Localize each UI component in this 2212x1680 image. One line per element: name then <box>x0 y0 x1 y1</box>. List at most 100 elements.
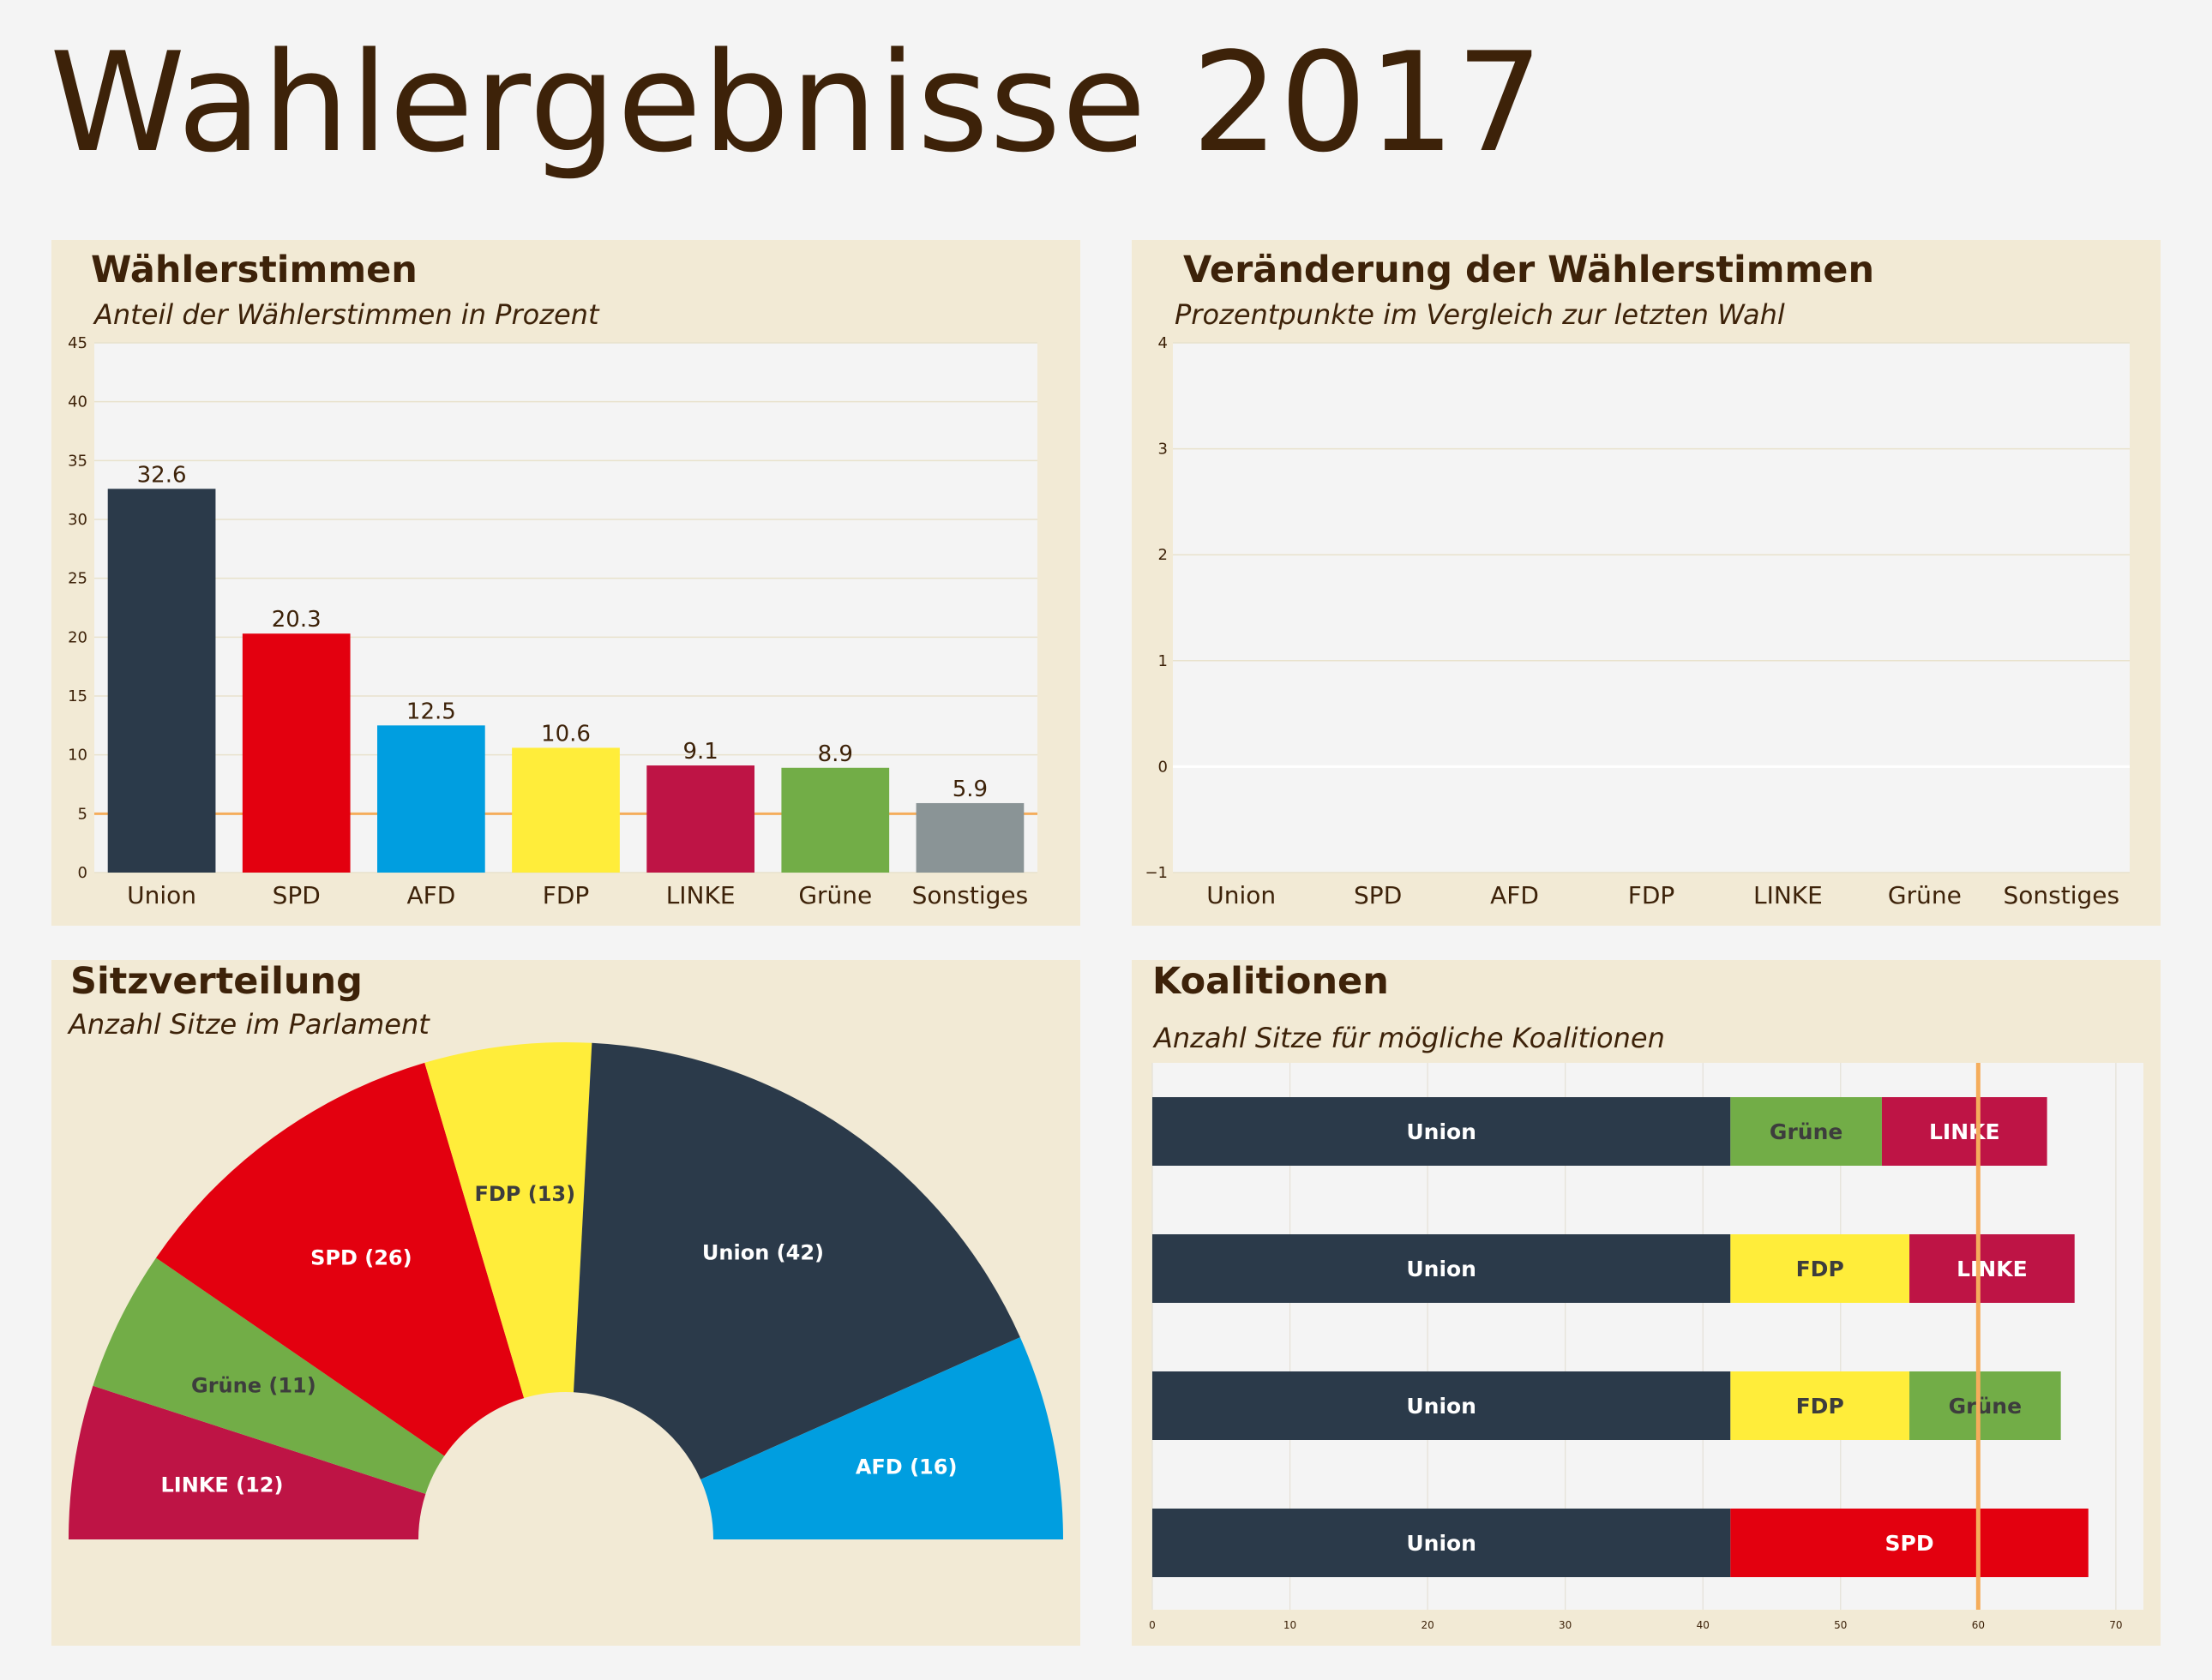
bar-spd <box>242 633 351 873</box>
bar-segment-linke <box>1909 1234 2075 1303</box>
segment-label: Grüne <box>1949 1394 2022 1419</box>
segment-label: Union <box>1406 1257 1476 1281</box>
x-tick-label: FDP <box>543 881 590 909</box>
y-tick-label: 0 <box>1158 758 1168 776</box>
y-tick-label: 10 <box>68 747 87 765</box>
slice-label: LINKE (12) <box>160 1473 283 1497</box>
bar-segment-union <box>1152 1371 1731 1440</box>
x-tick-label: FDP <box>1628 881 1675 909</box>
x-tick-label: Union <box>1206 881 1276 909</box>
change-panel: Veränderung der Wählerstimmen Prozentpun… <box>1132 240 2161 926</box>
y-tick-label: 40 <box>68 393 87 411</box>
slice-label: SPD (26) <box>310 1246 412 1270</box>
y-tick-label: 3 <box>1158 441 1168 459</box>
x-tick-label: 50 <box>1834 1619 1847 1631</box>
x-tick-label: 40 <box>1697 1619 1710 1631</box>
slice-label: Union (42) <box>702 1240 824 1264</box>
value-label: 32.6 <box>137 462 187 488</box>
segment-label: SPD <box>1885 1531 1934 1556</box>
y-tick-label: 4 <box>1158 334 1168 352</box>
seats-title: Sitzverteilung <box>70 960 363 1003</box>
segment-label: Union <box>1406 1394 1476 1419</box>
x-tick-label: SPD <box>1354 881 1402 909</box>
page-title: Wahlergebnisse 2017 <box>50 22 1544 183</box>
bar-segment-union <box>1152 1097 1731 1166</box>
y-tick-label: 15 <box>68 687 87 705</box>
x-tick-label: 20 <box>1421 1619 1434 1631</box>
votes-title: Wählerstimmen <box>91 249 418 291</box>
bar-segment-linke <box>1881 1097 2047 1166</box>
value-label: 9.1 <box>682 739 718 765</box>
slice-gruene <box>93 1257 445 1494</box>
x-tick-label: 30 <box>1559 1619 1572 1631</box>
slice-label: Grüne (11) <box>191 1373 316 1397</box>
coalitions-chart: 0 10 20 30 40 50 60 70 Union Grüne LINKE Union FDP LI… <box>1149 1063 2143 1631</box>
x-tick-label: 10 <box>1283 1619 1296 1631</box>
y-tick-label: 35 <box>68 452 87 470</box>
y-tick-label: 1 <box>1158 652 1168 670</box>
votes-panel: Wählerstimmen Anteil der Wählerstimmen i… <box>51 240 1080 926</box>
slice-union <box>574 1042 1020 1480</box>
bar-segment-union <box>1152 1509 1731 1577</box>
value-label: 8.9 <box>818 741 853 767</box>
bar-linke <box>646 765 754 873</box>
bar-segment-gruene <box>1730 1097 1882 1166</box>
slice-afd <box>700 1337 1063 1539</box>
x-tick-label: 0 <box>1149 1619 1156 1631</box>
segment-label: Grüne <box>1770 1119 1842 1144</box>
bar-segment-fdp <box>1730 1234 1910 1303</box>
y-tick-label: 20 <box>68 628 87 646</box>
change-subtitle: Prozentpunkte im Vergleich zur letzten W… <box>1175 298 1785 331</box>
bar-union <box>107 489 216 873</box>
y-tick-label: 0 <box>78 864 87 882</box>
bar-segment-spd <box>1730 1509 2089 1577</box>
slice-label: FDP (13) <box>474 1182 575 1206</box>
segment-label: FDP <box>1796 1257 1844 1281</box>
votes-chart: 0 5 10 15 20 25 30 35 40 45 32.6 Union 20.3 SPD 12.5 AF… <box>68 334 1037 909</box>
value-label: 12.5 <box>406 699 456 724</box>
value-label: 20.3 <box>272 607 322 633</box>
coalitions-panel: Koalitionen Anzahl Sitze für mögliche Ko… <box>1132 960 2161 1646</box>
x-tick-label: Sonstiges <box>912 881 1029 909</box>
x-tick-label: Sonstiges <box>2003 881 2119 909</box>
y-tick-label: 30 <box>68 511 87 529</box>
change-title: Veränderung der Wählerstimmen <box>1183 249 1875 291</box>
bar-segment-gruene <box>1909 1371 2061 1440</box>
x-tick-label: 70 <box>2109 1619 2122 1631</box>
x-tick-label: Grüne <box>798 881 872 909</box>
x-tick-label: Union <box>127 881 196 909</box>
x-tick-label: AFD <box>1490 881 1539 909</box>
bar-segment-fdp <box>1730 1371 1910 1440</box>
y-tick-label: −1 <box>1145 864 1168 882</box>
segment-label: LINKE <box>1929 1119 2000 1144</box>
segment-label: LINKE <box>1957 1257 2028 1281</box>
segment-label: Union <box>1406 1119 1476 1144</box>
slice-linke <box>69 1385 426 1539</box>
y-tick-label: 25 <box>68 570 87 588</box>
seats-chart: LINKE (12) Grüne (11) SPD (26) FDP (13) Unio… <box>69 1042 1063 1539</box>
bar-sonstiges <box>916 802 1025 873</box>
slice-label: AFD (16) <box>856 1455 958 1479</box>
votes-subtitle: Anteil der Wählerstimmen in Prozent <box>94 298 599 331</box>
segment-label: FDP <box>1796 1394 1844 1419</box>
bar-gruene <box>781 767 890 873</box>
x-tick-label: LINKE <box>666 881 736 909</box>
value-label: 10.6 <box>541 721 591 747</box>
value-label: 5.9 <box>953 777 988 802</box>
coalitions-title: Koalitionen <box>1152 960 1389 1003</box>
plot-area <box>1173 343 2130 873</box>
seats-subtitle: Anzahl Sitze im Parlament <box>69 1008 430 1041</box>
x-tick-label: AFD <box>406 881 455 909</box>
bar-fdp <box>512 747 620 873</box>
bar-segment-union <box>1152 1234 1731 1303</box>
segment-label: Union <box>1406 1531 1476 1556</box>
seats-panel: Sitzverteilung Anzahl Sitze im Parlament… <box>51 960 1080 1646</box>
y-tick-label: 2 <box>1158 546 1168 564</box>
y-tick-label: 5 <box>78 805 87 823</box>
slice-spd <box>156 1062 525 1456</box>
x-tick-label: SPD <box>273 881 321 909</box>
y-tick-label: 45 <box>68 334 87 352</box>
change-chart: −1 0 1 2 3 4 Union SPD AFD FDP LINKE Grüne Sonstiges <box>1145 334 2130 909</box>
x-tick-label: 60 <box>1972 1619 1985 1631</box>
x-tick-label: Grüne <box>1888 881 1962 909</box>
